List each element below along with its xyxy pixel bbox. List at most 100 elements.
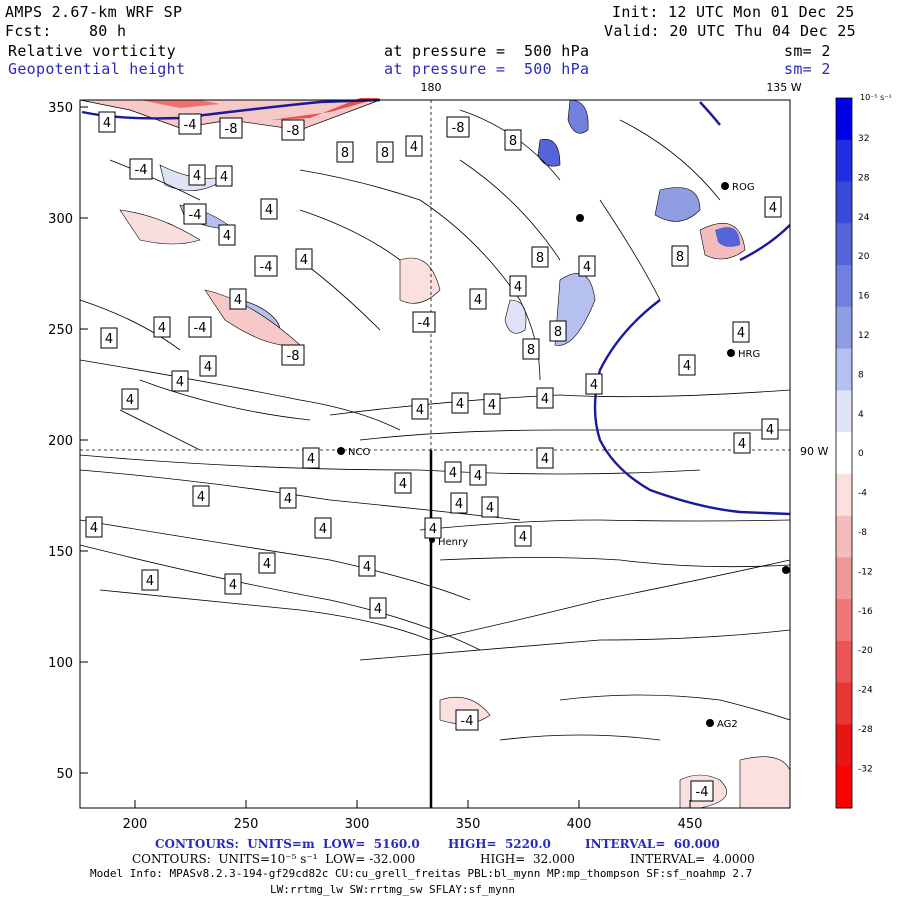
- station-rog[interactable]: ROG: [721, 182, 755, 193]
- svg-text:4: 4: [90, 521, 98, 536]
- colorbar-segment: [836, 223, 852, 266]
- contour-label: 4: [260, 198, 278, 220]
- station-marker[interactable]: [782, 566, 790, 574]
- svg-text:4: 4: [474, 293, 482, 308]
- axis-ticks: [80, 106, 691, 808]
- contour-label: 4: [141, 569, 159, 591]
- contour-label: -4: [129, 158, 153, 180]
- svg-text:8: 8: [554, 325, 562, 340]
- height-contour-units: CONTOURS: UNITS=m LOW= 5160.0: [155, 837, 420, 851]
- contour-label: 4: [171, 370, 189, 392]
- height-contour-interval: INTERVAL= 60.000: [585, 837, 720, 851]
- contour-label: 4: [302, 447, 320, 469]
- station-hrg[interactable]: HRG: [727, 349, 760, 360]
- colorbar-tick-label: -4: [858, 489, 867, 499]
- svg-text:4: 4: [146, 574, 154, 589]
- station-henry[interactable]: Henry: [429, 537, 468, 548]
- svg-text:4: 4: [410, 140, 418, 155]
- svg-text:4: 4: [284, 492, 292, 507]
- contour-label: 4: [199, 355, 217, 377]
- x-axis-labels: 200 250 300 350 400 450: [123, 817, 703, 832]
- svg-text:-8: -8: [452, 121, 465, 136]
- svg-text:8: 8: [381, 146, 389, 161]
- field1-smoothing: sm= 2: [784, 42, 831, 60]
- contour-label: 4: [85, 516, 103, 538]
- colorbar-segment: [836, 766, 852, 809]
- y-axis-labels: 50 100 150 200 250 300 350: [48, 101, 73, 782]
- svg-text:4: 4: [126, 393, 134, 408]
- y-tick-label: 50: [56, 767, 73, 782]
- colorbar-tick-label: -16: [858, 607, 873, 617]
- contour-label: 4: [481, 496, 499, 518]
- contour-label: -8: [281, 119, 305, 141]
- colorbar-tick-label: 32: [858, 134, 869, 144]
- contour-label: 4: [678, 354, 696, 376]
- contour-label: 4: [314, 517, 332, 539]
- contour-label: 4: [578, 255, 596, 277]
- svg-text:-4: -4: [135, 163, 148, 178]
- svg-text:4: 4: [374, 602, 382, 617]
- contour-label: 4: [451, 392, 469, 414]
- svg-text:4: 4: [583, 260, 591, 275]
- contour-label: 4: [405, 135, 423, 157]
- contour-label: 4: [732, 321, 750, 343]
- colorbar-segment: [836, 98, 852, 141]
- colorbar-segment: [836, 348, 852, 391]
- contour-label: 4: [224, 573, 242, 595]
- field2-name: Geopotential height: [8, 60, 186, 78]
- colorbar-tick-label: 0: [858, 449, 864, 459]
- meridian-90w-label: 90 W: [800, 445, 828, 458]
- station-ag2[interactable]: AG2: [706, 719, 738, 730]
- x-tick-label: 400: [567, 817, 592, 832]
- colorbar-segment: [836, 390, 852, 433]
- svg-text:4: 4: [541, 392, 549, 407]
- svg-text:4: 4: [105, 332, 113, 347]
- meridian-135w-label: 135 W: [766, 81, 801, 94]
- svg-text:-4: -4: [461, 714, 474, 729]
- colorbar-segment: [836, 557, 852, 600]
- contour-label: 4: [295, 248, 313, 270]
- svg-text:4: 4: [769, 201, 777, 216]
- contour-label: -8: [446, 116, 470, 138]
- colorbar-tick-label: 20: [858, 252, 870, 262]
- colorbar-segment: [836, 724, 852, 767]
- colorbar-tick-label: -8: [858, 528, 867, 538]
- svg-text:HRG: HRG: [738, 349, 760, 360]
- contour-label: -4: [183, 203, 207, 225]
- svg-text:4: 4: [737, 326, 745, 341]
- model-info-radiation: LW:rrtmg_lw SW:rrtmg_sw SFLAY:sf_mynn: [270, 883, 516, 896]
- contour-label: 4: [536, 447, 554, 469]
- station-marker[interactable]: [576, 214, 584, 222]
- contour-label: 4: [411, 398, 429, 420]
- svg-text:4: 4: [319, 522, 327, 537]
- contour-label: 4: [100, 327, 118, 349]
- contour-label: -4: [690, 780, 714, 802]
- field2-smoothing: sm= 2: [784, 60, 831, 78]
- colorbar: 32 28 24 20 16 12 8 4 0 -4 -8 -12 -16 -20 -24 -28 -32: [835, 97, 873, 809]
- colorbar-tick-label: -20: [858, 646, 873, 656]
- svg-text:-4: -4: [194, 321, 207, 336]
- colorbar-segment: [836, 515, 852, 558]
- svg-text:8: 8: [341, 146, 349, 161]
- svg-text:4: 4: [300, 253, 308, 268]
- init-time: Init: 12 UTC Mon 01 Dec 25: [612, 3, 855, 21]
- svg-text:8: 8: [676, 250, 684, 265]
- x-tick-label: 200: [123, 817, 148, 832]
- svg-text:4: 4: [683, 359, 691, 374]
- contour-label: 4: [218, 224, 236, 246]
- contour-label: -4: [455, 709, 479, 731]
- contour-label: 4: [469, 288, 487, 310]
- svg-text:4: 4: [738, 437, 746, 452]
- contour-label: 8: [336, 141, 354, 163]
- x-tick-label: 450: [678, 817, 703, 832]
- y-tick-label: 250: [48, 323, 73, 338]
- field2-level: at pressure = 500 hPa: [384, 60, 590, 78]
- station-nco[interactable]: NCO: [337, 447, 370, 458]
- contour-label: 4: [192, 485, 210, 507]
- svg-text:4: 4: [234, 293, 242, 308]
- colorbar-tick-label: 28: [858, 173, 870, 183]
- svg-text:-4: -4: [418, 316, 431, 331]
- svg-text:4: 4: [220, 170, 228, 185]
- contour-label: 4: [469, 464, 487, 486]
